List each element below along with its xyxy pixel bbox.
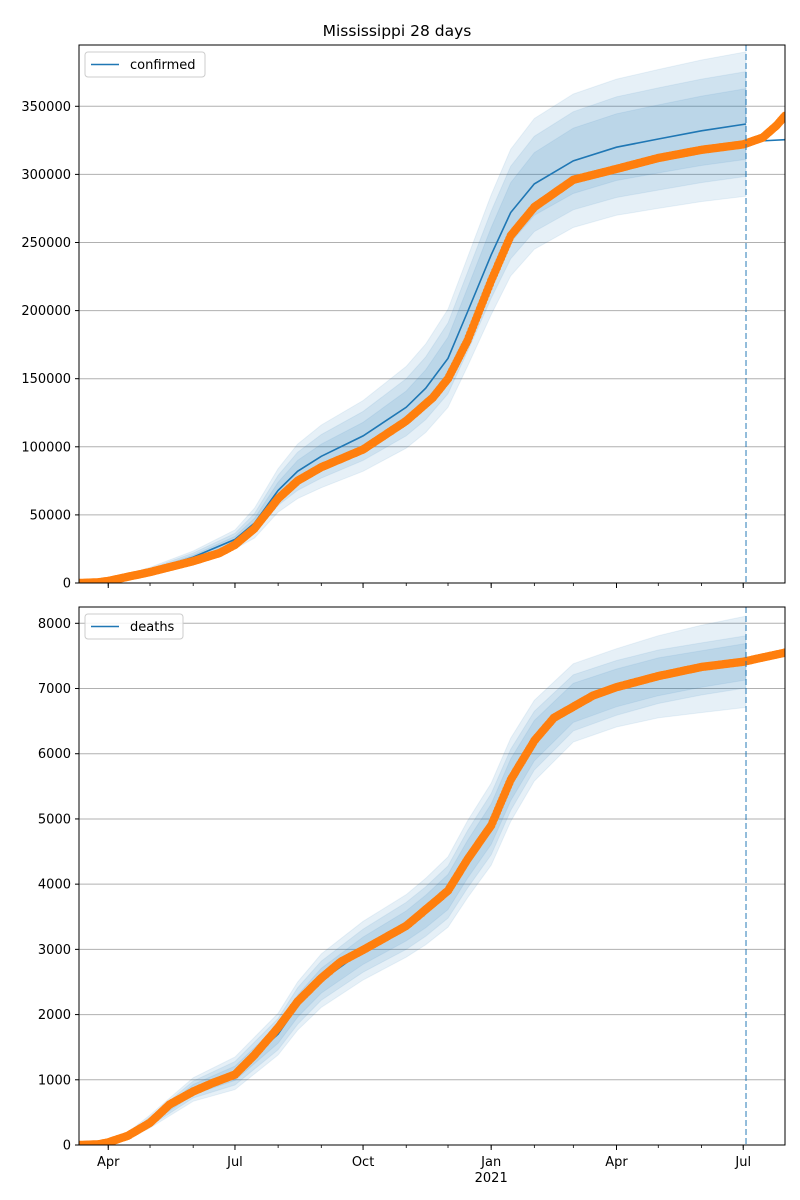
legend-label: confirmed [130, 58, 196, 73]
x-tick-label: Jul [734, 1155, 751, 1170]
x-tick-label: Jul [226, 1155, 243, 1170]
y-tick-label: 7000 [38, 682, 71, 697]
y-tick-label: 5000 [38, 812, 71, 827]
y-tick-label: 4000 [38, 878, 71, 893]
x-tick-label: Oct [352, 1155, 374, 1170]
y-tick-label: 8000 [38, 617, 71, 632]
legend: confirmed [84, 51, 206, 78]
y-tick-label: 150000 [21, 372, 71, 387]
x-tick-label: Apr [97, 1155, 120, 1170]
legend-box [84, 613, 184, 640]
axes-frame [78, 606, 786, 1146]
observed-point [780, 648, 785, 657]
observed-series [79, 111, 785, 583]
x-tick-label: Jan [480, 1155, 501, 1170]
y-tick-label: 0 [63, 577, 71, 592]
observed-point [780, 111, 785, 120]
uncertainty-band-3 [79, 615, 747, 1145]
y-tick-label: 250000 [21, 236, 71, 251]
chart-title: Mississippi 28 days [323, 22, 472, 40]
uncertainty-band-3 [79, 51, 747, 583]
observed-series [79, 648, 785, 1145]
y-tick-label: 0 [63, 1139, 71, 1154]
y-tick-label: 3000 [38, 943, 71, 958]
legend-box [84, 51, 206, 78]
y-tick-label: 350000 [21, 100, 71, 115]
y-tick-label: 2000 [38, 1008, 71, 1023]
legend-label: deaths [130, 620, 175, 635]
legend: deaths [84, 613, 184, 640]
y-tick-label: 6000 [38, 747, 71, 762]
y-tick-label: 100000 [21, 440, 71, 455]
y-tick-label: 50000 [30, 508, 71, 523]
y-tick-label: 1000 [38, 1073, 71, 1088]
x-year-label: 2021 [475, 1171, 508, 1186]
confirmed-panel: 0 50000 100000 150000 200000 250000 300000 3500… [21, 44, 786, 592]
model-line [79, 123, 747, 583]
x-tick-label: Apr [605, 1155, 628, 1170]
x-axis: Apr Jul Oct Jan Apr Jul 2021 [97, 1155, 751, 1186]
axes-frame [78, 44, 786, 584]
deaths-panel: 0 1000 2000 3000 4000 5000 6000 7000 8000 deaths [38, 606, 786, 1154]
y-tick-label: 300000 [21, 168, 71, 183]
y-tick-label: 200000 [21, 304, 71, 319]
